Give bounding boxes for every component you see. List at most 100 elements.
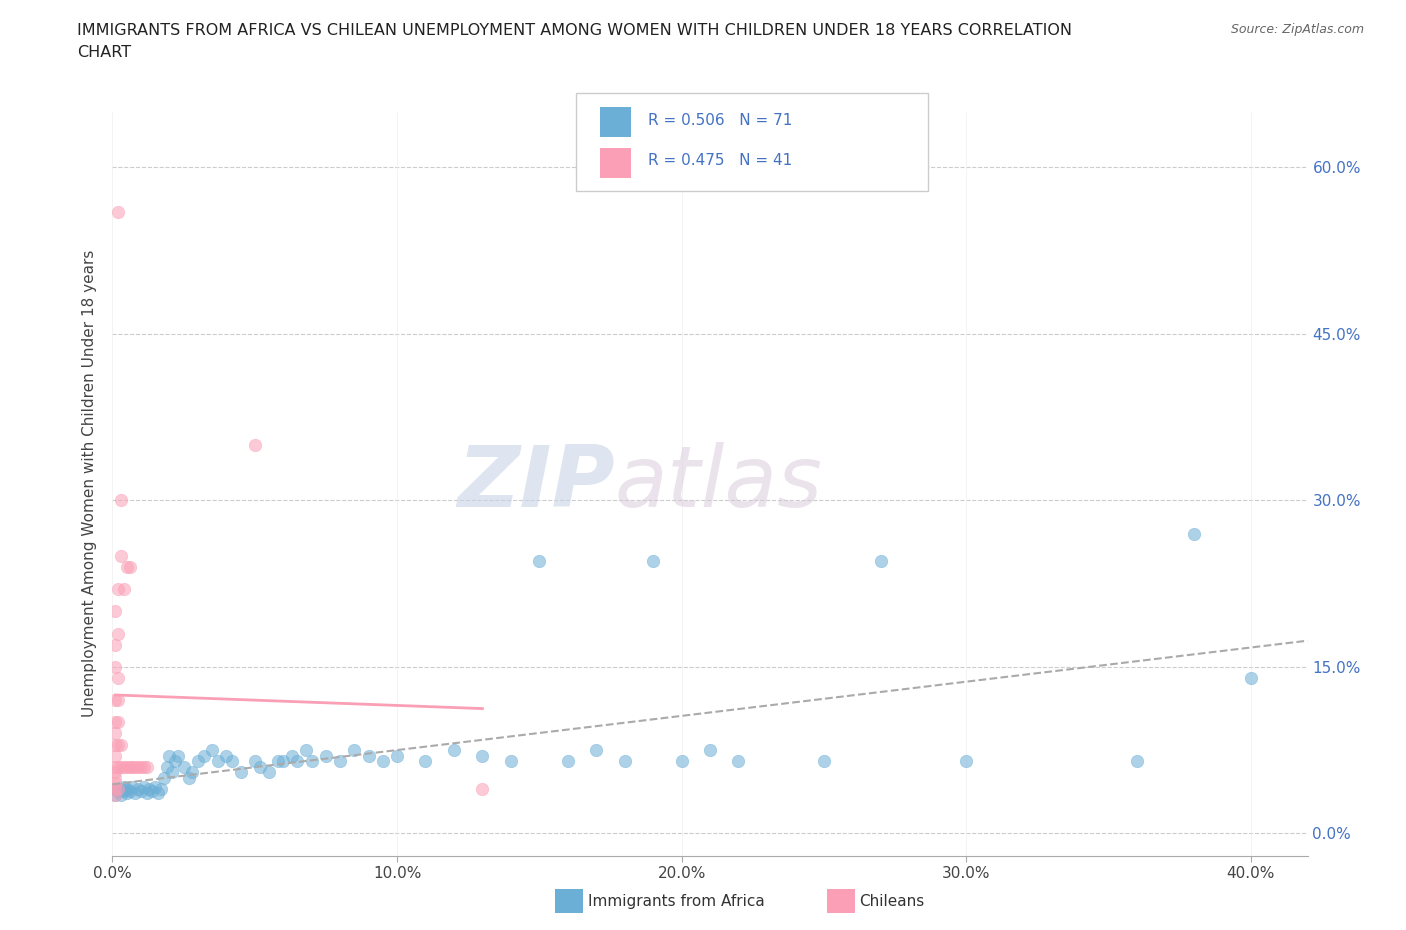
Point (385, 749, 408, 764)
Point (529, 554, 551, 569)
Point (104, 781, 127, 796)
Point (585, 743, 607, 758)
Point (112, 779, 135, 794)
Point (104, 637, 127, 652)
Point (813, 754, 835, 769)
Point (129, 759, 152, 774)
Point (107, 781, 129, 796)
Point (104, 726, 127, 741)
Point (643, 554, 665, 569)
Text: Immigrants from Africa: Immigrants from Africa (588, 894, 765, 909)
Point (215, 749, 238, 764)
Point (107, 781, 129, 796)
Point (135, 759, 157, 774)
Y-axis label: Unemployment Among Women with Children Under 18 years: Unemployment Among Women with Children U… (82, 250, 97, 717)
Point (104, 715, 127, 730)
Point (143, 779, 166, 794)
Point (132, 779, 155, 794)
Point (187, 754, 209, 769)
Point (121, 779, 143, 794)
Point (146, 786, 169, 801)
Point (118, 759, 141, 774)
Point (118, 560, 141, 575)
Point (107, 759, 129, 774)
Point (107, 581, 129, 596)
Point (295, 743, 318, 758)
Point (193, 749, 215, 764)
Point (167, 749, 190, 764)
Point (110, 787, 132, 802)
Point (221, 754, 243, 769)
Point (110, 781, 132, 796)
Point (357, 749, 380, 764)
Point (141, 784, 163, 799)
Point (727, 754, 749, 769)
Point (127, 759, 149, 774)
Point (107, 693, 129, 708)
Point (118, 784, 141, 799)
Point (257, 764, 280, 779)
Point (129, 784, 152, 799)
Point (287, 754, 309, 769)
Point (135, 786, 157, 801)
Point (557, 754, 579, 769)
Point (107, 737, 129, 752)
Point (107, 626, 129, 641)
Text: R = 0.475   N = 41: R = 0.475 N = 41 (648, 153, 793, 168)
Point (112, 581, 135, 596)
Point (443, 743, 465, 758)
Point (104, 781, 127, 796)
Text: CHART: CHART (77, 45, 131, 60)
Point (1182, 526, 1205, 541)
Point (104, 787, 127, 802)
Point (104, 604, 127, 618)
Point (152, 770, 174, 785)
Text: IMMIGRANTS FROM AFRICA VS CHILEAN UNEMPLOYMENT AMONG WOMEN WITH CHILDREN UNDER 1: IMMIGRANTS FROM AFRICA VS CHILEAN UNEMPL… (77, 23, 1073, 38)
Point (104, 659, 127, 674)
Point (127, 781, 149, 796)
Point (112, 759, 135, 774)
Point (869, 554, 891, 569)
Point (124, 759, 146, 774)
Point (124, 786, 146, 801)
Point (162, 764, 183, 779)
Point (671, 754, 693, 769)
Point (110, 493, 132, 508)
Point (229, 764, 252, 779)
Text: atlas: atlas (614, 442, 823, 525)
Point (104, 764, 127, 779)
Point (110, 737, 132, 752)
Point (281, 749, 304, 764)
Point (115, 786, 138, 801)
Point (155, 759, 177, 774)
Point (104, 693, 127, 708)
Text: R = 0.506   N = 71: R = 0.506 N = 71 (648, 113, 793, 127)
Point (415, 754, 437, 769)
Point (107, 204, 129, 219)
Point (115, 781, 138, 796)
Point (249, 759, 271, 774)
Point (1240, 671, 1263, 685)
Text: Source: ZipAtlas.com: Source: ZipAtlas.com (1230, 23, 1364, 36)
Point (315, 749, 337, 764)
Point (107, 715, 129, 730)
Point (104, 749, 127, 764)
Point (329, 754, 352, 769)
Point (699, 743, 721, 758)
Point (107, 784, 129, 799)
Point (115, 759, 138, 774)
Point (104, 770, 127, 785)
Point (955, 754, 977, 769)
Text: Chileans: Chileans (859, 894, 924, 909)
Point (301, 754, 323, 769)
Point (110, 759, 132, 774)
Point (179, 770, 201, 785)
Point (471, 749, 494, 764)
Point (371, 754, 394, 769)
Point (271, 754, 294, 769)
Point (104, 787, 127, 802)
Point (243, 754, 266, 769)
Point (266, 754, 288, 769)
Point (104, 776, 127, 790)
Point (149, 781, 172, 796)
